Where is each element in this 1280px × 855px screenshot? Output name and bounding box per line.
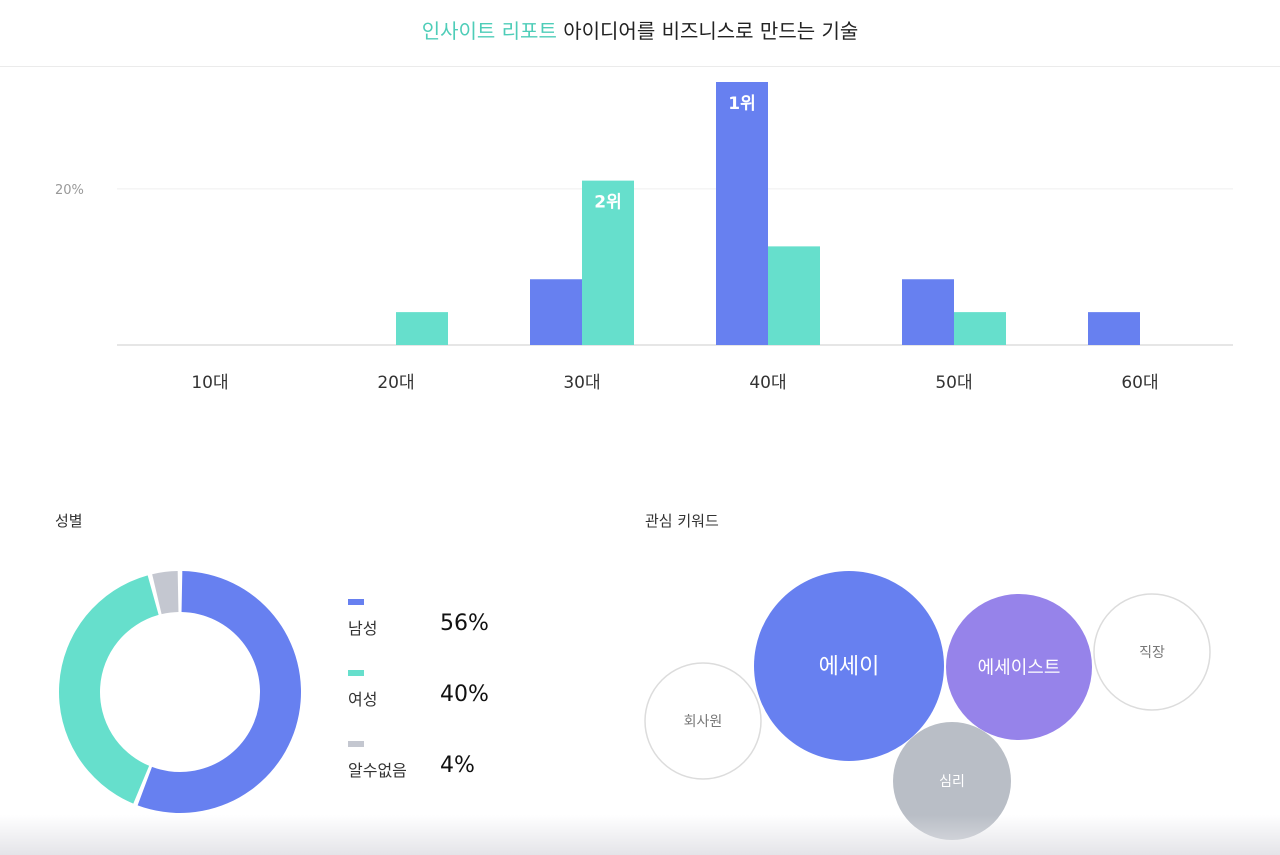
- gender-section-title: 성별: [55, 512, 83, 530]
- legend-value: 40%: [440, 682, 489, 707]
- bubble-label: 직장: [1139, 645, 1165, 661]
- bubble-4: [893, 722, 1011, 840]
- bubble-label: 에세이: [819, 655, 880, 680]
- donut-slice-2: [152, 571, 179, 615]
- bubble-3: [644, 662, 762, 780]
- bar-40대-series-0: [716, 82, 768, 345]
- bubble-0: [754, 571, 944, 761]
- bar-50대-series-1: [954, 312, 1006, 345]
- legend-value: 4%: [440, 753, 475, 778]
- keyword-section-title: 관심 키워드: [645, 512, 719, 530]
- bottom-fade: [0, 815, 1280, 855]
- bubble-label: 심리: [939, 774, 965, 790]
- legend-value: 56%: [440, 611, 489, 636]
- bar-50대-series-0: [902, 279, 954, 345]
- donut-slice-0: [137, 571, 302, 813]
- age-bar-chart: 20% 10대 20대 30대 40대 50대 60대 1위 2위: [55, 82, 1233, 393]
- legend-swatch: [348, 670, 364, 676]
- bubble-2: [1093, 593, 1211, 711]
- donut-slice-1: [59, 575, 159, 804]
- header-accent-title: 인사이트 리포트: [421, 19, 557, 43]
- legend-label: 알수없음: [348, 761, 407, 780]
- x-tick-label: 30대: [563, 373, 600, 393]
- header-title: 아이디어를 비즈니스로 만드는 기술: [563, 19, 859, 43]
- bubble-label: 에세이스트: [978, 657, 1061, 678]
- bar-60대-series-0: [1088, 312, 1140, 345]
- x-tick-label: 20대: [377, 373, 414, 393]
- legend-label: 남성: [348, 619, 378, 638]
- bar-40대-series-1: [768, 246, 820, 345]
- gender-legend: 남성 56% 여성 40% 알수없음 4%: [348, 595, 568, 808]
- bubble-1: [946, 594, 1092, 740]
- legend-swatch: [348, 741, 364, 747]
- bar-20대-series-1: [396, 312, 448, 345]
- legend-item: 남성 56%: [348, 595, 568, 666]
- legend-item: 여성 40%: [348, 666, 568, 737]
- x-tick-label: 50대: [935, 373, 972, 393]
- legend-swatch: [348, 599, 364, 605]
- gender-donut-chart: [59, 571, 302, 813]
- x-tick-label: 60대: [1121, 373, 1158, 393]
- page-header: 인사이트 리포트 아이디어를 비즈니스로 만드는 기술: [0, 0, 1280, 67]
- y-tick-label: 20%: [55, 183, 84, 198]
- bar-30대-series-1: [582, 180, 634, 345]
- legend-label: 여성: [348, 690, 378, 709]
- legend-item: 알수없음 4%: [348, 737, 568, 808]
- rank-label: 1위: [728, 94, 755, 114]
- bubble-label: 회사원: [684, 714, 723, 730]
- x-tick-label: 40대: [749, 373, 786, 393]
- rank-label: 2위: [594, 193, 621, 213]
- bar-30대-series-0: [530, 279, 582, 345]
- x-tick-label: 10대: [191, 373, 228, 393]
